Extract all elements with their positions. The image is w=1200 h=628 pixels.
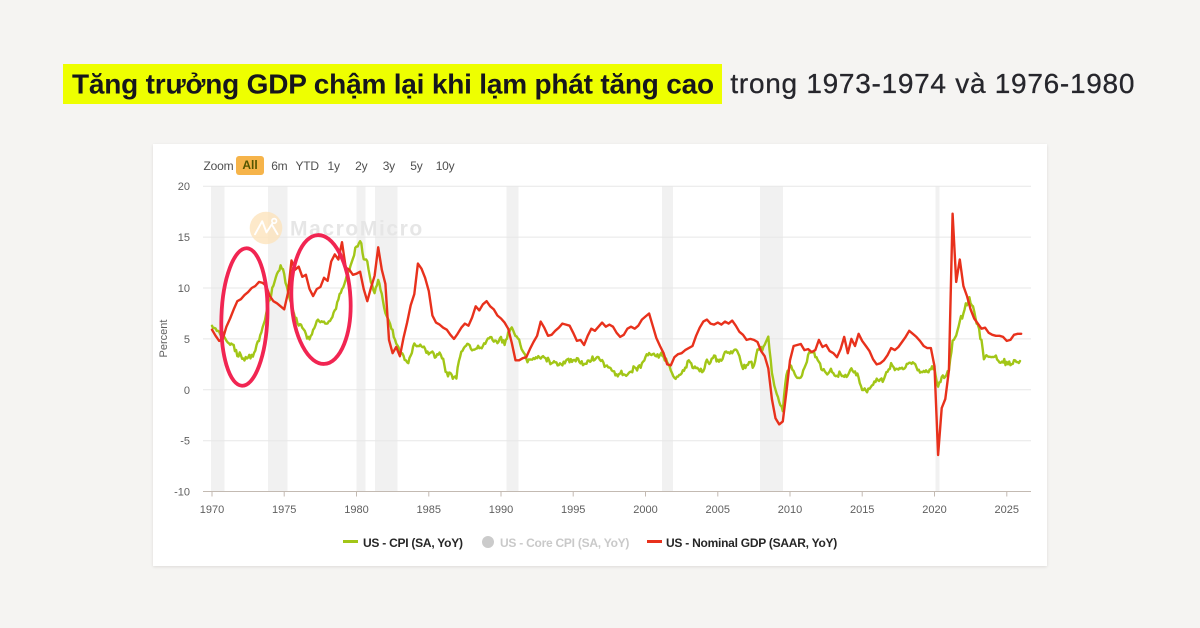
- svg-text:10: 10: [178, 283, 190, 295]
- svg-text:15: 15: [178, 232, 190, 244]
- svg-text:2010: 2010: [778, 504, 802, 516]
- svg-text:1990: 1990: [489, 504, 513, 516]
- svg-text:1985: 1985: [417, 504, 441, 516]
- svg-text:2025: 2025: [995, 504, 1019, 516]
- svg-text:2015: 2015: [850, 504, 874, 516]
- svg-text:2000: 2000: [633, 504, 657, 516]
- svg-text:1980: 1980: [344, 504, 368, 516]
- svg-text:1975: 1975: [272, 504, 296, 516]
- svg-text:0: 0: [184, 385, 190, 397]
- svg-text:-10: -10: [174, 487, 190, 499]
- svg-text:1995: 1995: [561, 504, 585, 516]
- svg-text:1970: 1970: [200, 504, 224, 516]
- svg-text:Percent: Percent: [158, 320, 170, 358]
- svg-text:2020: 2020: [922, 504, 946, 516]
- svg-text:20: 20: [178, 181, 190, 193]
- svg-text:5: 5: [184, 334, 190, 346]
- svg-text:-5: -5: [180, 436, 190, 448]
- svg-text:2005: 2005: [706, 504, 730, 516]
